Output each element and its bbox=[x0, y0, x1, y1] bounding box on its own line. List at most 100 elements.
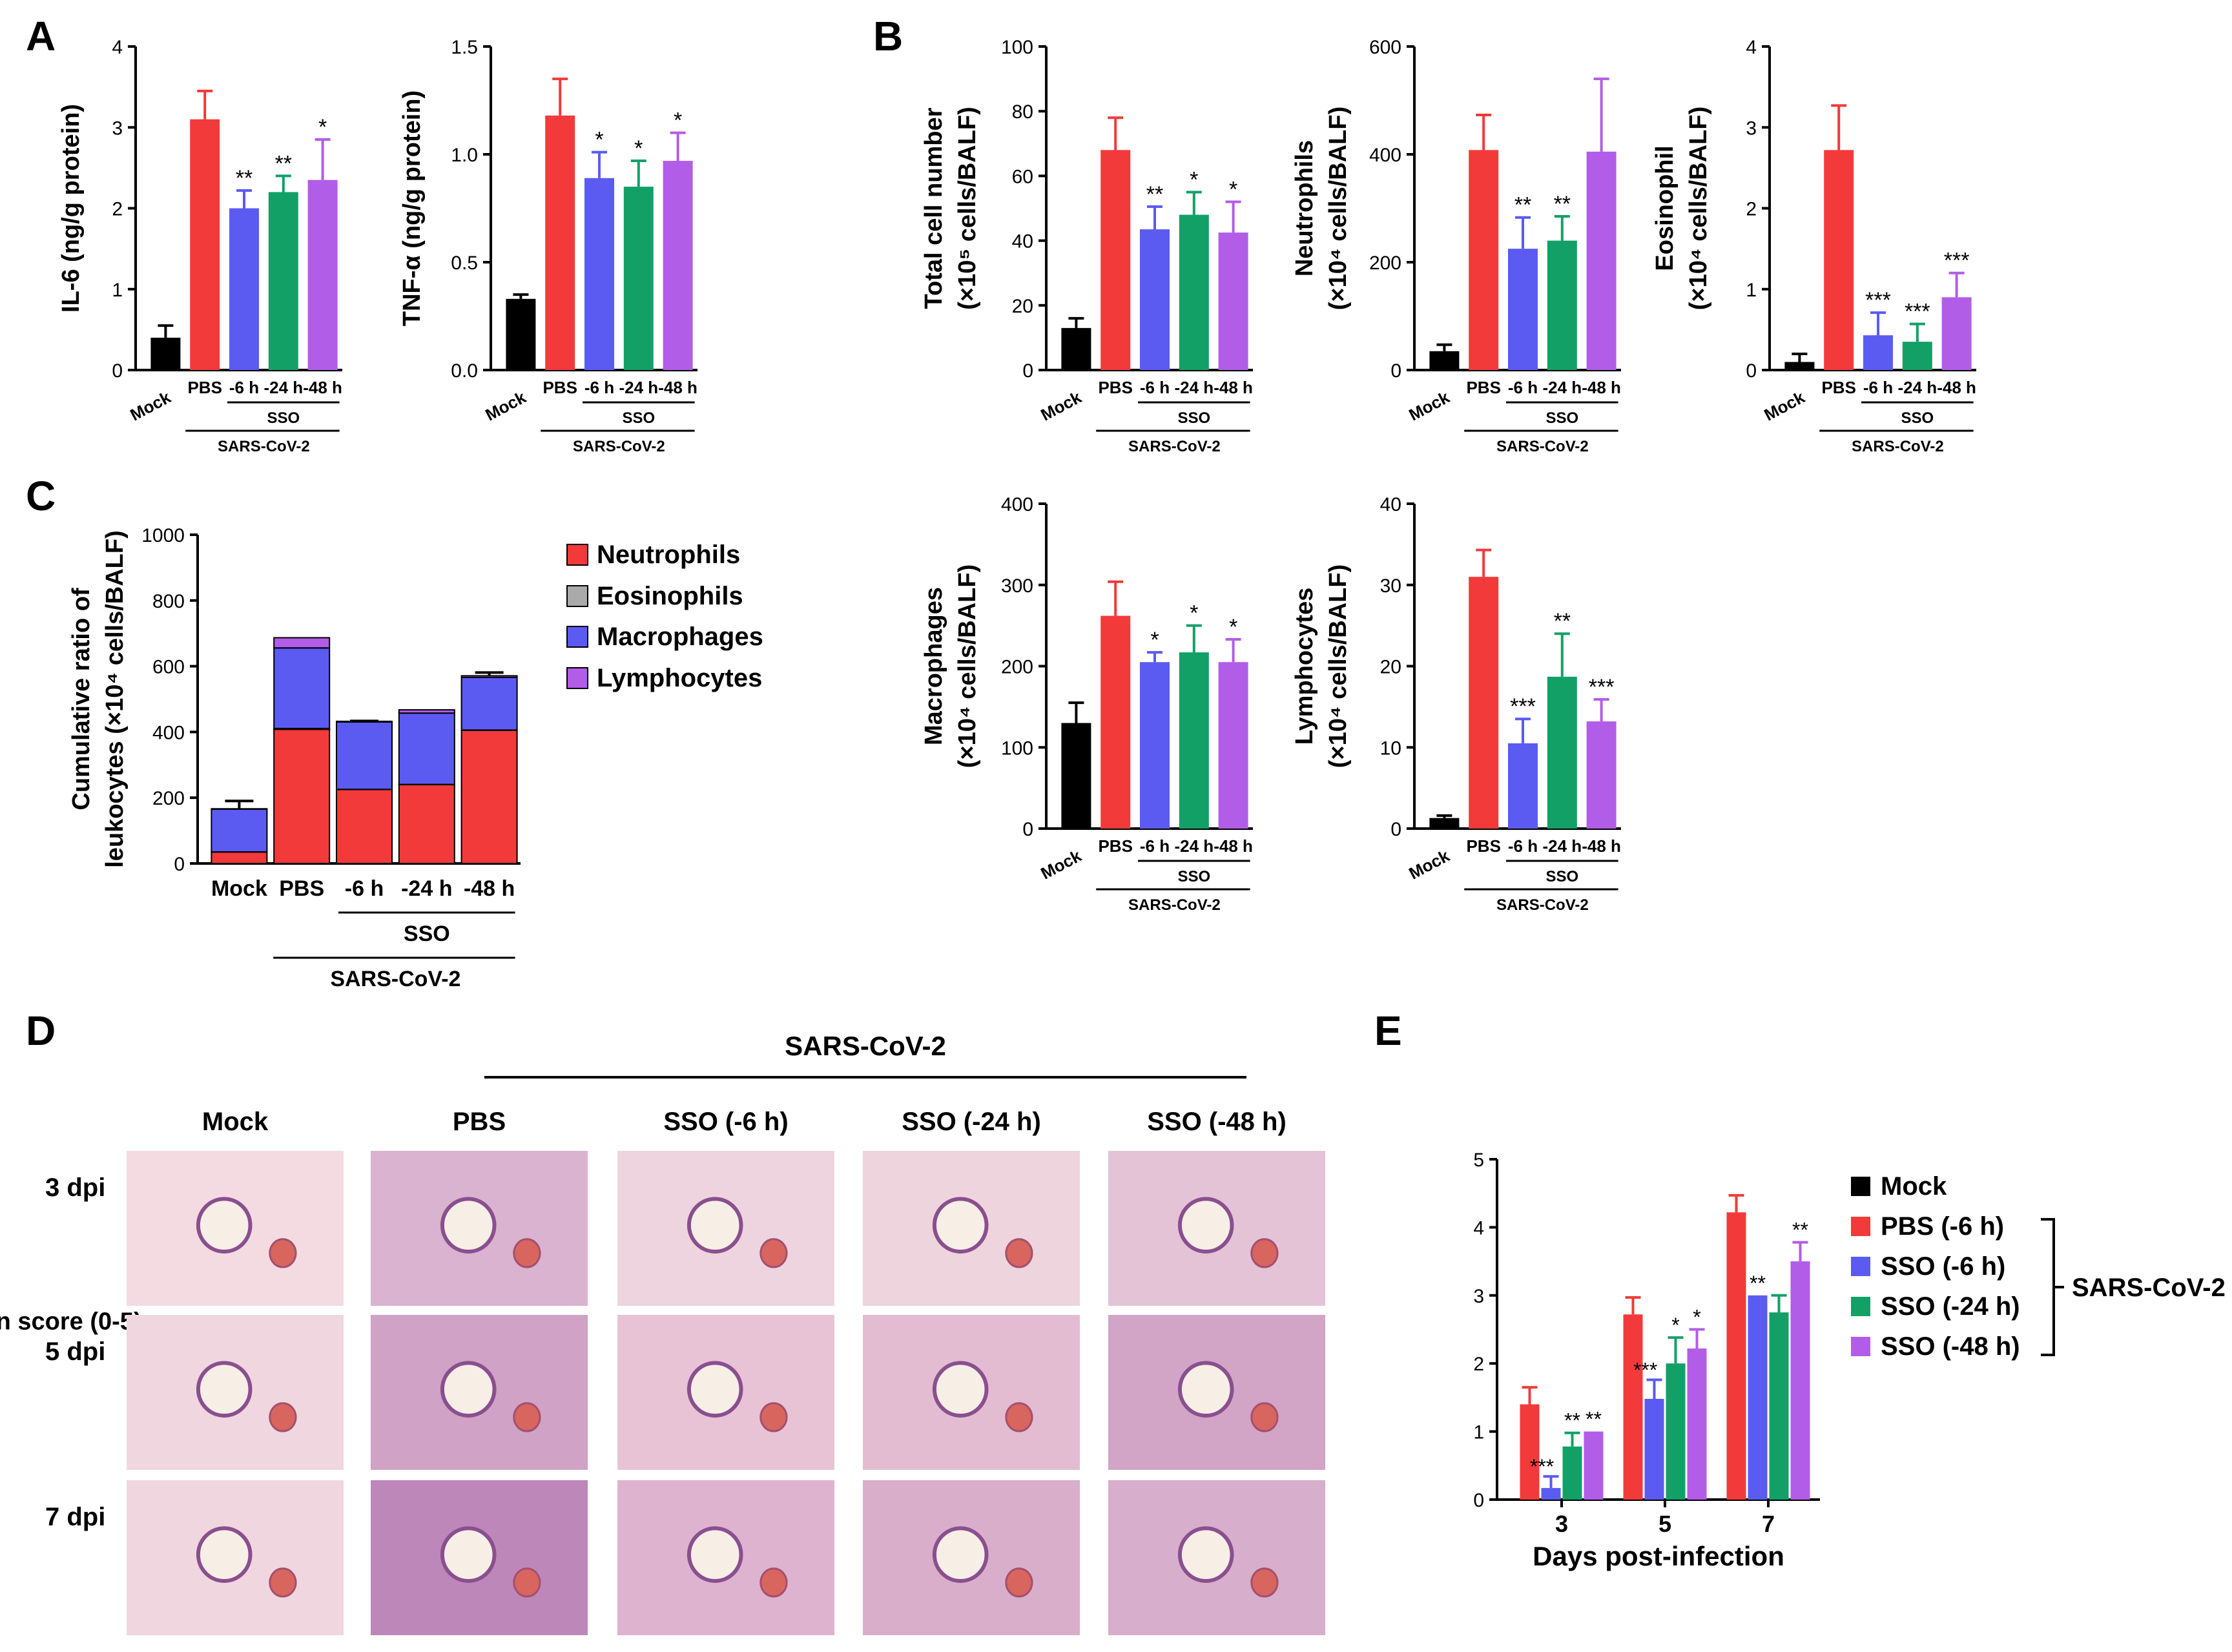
histology-airway-0-3 bbox=[932, 1197, 989, 1254]
score-bar-2-0 bbox=[1726, 1212, 1746, 1500]
score-bar-1-0 bbox=[1623, 1314, 1643, 1500]
cum-segment-lymphocytes bbox=[398, 709, 455, 714]
score-significance-1-3: * bbox=[1693, 1306, 1700, 1329]
neut-bar-3 bbox=[1547, 240, 1577, 370]
mac-ylabel-line2: (×10⁴ cells/BALF) bbox=[954, 564, 981, 769]
lym-bar-1 bbox=[1469, 577, 1499, 829]
lym-virus-label: SARS-CoV-2 bbox=[1496, 896, 1589, 914]
cum-segment-macrophages bbox=[398, 712, 455, 785]
cum-xlabel-2: -6 h bbox=[345, 876, 384, 901]
legend-swatch-lymphocytes bbox=[566, 667, 588, 689]
legend-cumulative: Neutrophils Eosinophils Macrophages Lymp… bbox=[566, 541, 763, 692]
neut-ytick-label: 400 bbox=[1369, 145, 1401, 166]
histology-airway-1-0 bbox=[196, 1361, 253, 1418]
cum-xlabel-0: Mock bbox=[211, 876, 267, 901]
histology-column-label-4: SSO (-48 h) bbox=[1147, 1108, 1286, 1136]
cum-segment-macrophages bbox=[336, 721, 393, 790]
tnf-xlabel-g48: -48 h bbox=[658, 378, 698, 397]
legend-swatch-macrophages bbox=[566, 626, 588, 648]
mac-xlabel-g6: -6 h bbox=[1140, 836, 1170, 856]
tnf-sso-label: SSO bbox=[622, 409, 655, 427]
score-significance-0-3: ** bbox=[1586, 1408, 1602, 1431]
tnf-bar-4 bbox=[663, 161, 693, 370]
lym-xlabel-g24: -24 h bbox=[1542, 836, 1582, 856]
cum-ytick-label: 1000 bbox=[141, 525, 185, 546]
histology-panel: SARS-CoV-2 Mock PBS SSO (-6 h) SSO (-24 h) S… bbox=[45, 1031, 1325, 1635]
legend-swatch-neutrophils bbox=[566, 544, 588, 566]
il6-significance-4: * bbox=[318, 115, 327, 139]
total-xlabel-g48: -48 h bbox=[1214, 378, 1253, 397]
tnf-significance-2: * bbox=[595, 128, 603, 152]
lym-bar-4 bbox=[1586, 721, 1617, 829]
histology-row-label-1: 5 dpi bbox=[45, 1337, 105, 1366]
cum-segment-lymphocytes bbox=[460, 675, 518, 678]
lym-xlabel-mock: Mock bbox=[1405, 846, 1452, 883]
legend-swatch-mock bbox=[1851, 1177, 1870, 1196]
neut-bar-1 bbox=[1469, 150, 1499, 370]
il6-significance-3: ** bbox=[275, 151, 292, 176]
total-significance-3: * bbox=[1190, 167, 1198, 192]
eos-virus-label: SARS-CoV-2 bbox=[1852, 438, 1944, 455]
total-xlabel-g24: -24 h bbox=[1174, 378, 1214, 397]
mac-bar-0 bbox=[1061, 723, 1091, 829]
il6-ylabel: IL-6 (ng/g protein) bbox=[57, 104, 85, 313]
il6-bar-1 bbox=[190, 119, 220, 370]
lym-ytick-label: 0 bbox=[1390, 819, 1401, 840]
histology-vessel-2-0 bbox=[269, 1567, 297, 1598]
cum-sso-label: SSO bbox=[404, 922, 450, 946]
score-significance-1-2: * bbox=[1671, 1314, 1679, 1337]
mac-bar-2 bbox=[1140, 662, 1170, 829]
cum-ytick-label: 0 bbox=[174, 854, 185, 875]
legend-label-pbs: PBS (-6 h) bbox=[1881, 1212, 2004, 1241]
cum-ytick-label: 600 bbox=[152, 657, 185, 678]
score-bar-0-1 bbox=[1541, 1488, 1561, 1500]
tnf-xlabel-g24: -24 h bbox=[619, 378, 658, 397]
total-xlabel-pbs: PBS bbox=[1098, 378, 1132, 397]
eos-bar-3 bbox=[1902, 342, 1932, 370]
mac-significance-3: * bbox=[1190, 601, 1198, 626]
score-ytick-label: 4 bbox=[1473, 1217, 1484, 1239]
histology-vessel-2-2 bbox=[760, 1567, 788, 1598]
il6-xlabel-mock: Mock bbox=[127, 387, 174, 425]
histology-airway-2-4 bbox=[1177, 1526, 1234, 1583]
eos-bar-4 bbox=[1941, 297, 1972, 370]
eos-xlabel-g48: -48 h bbox=[1937, 378, 1976, 397]
lym-sso-label: SSO bbox=[1545, 868, 1578, 885]
histology-vessel-1-1 bbox=[513, 1402, 541, 1432]
score-bar-0-2 bbox=[1562, 1446, 1582, 1500]
histology-columns: Mock PBS SSO (-6 h) SSO (-24 h) SSO (-48 h) bbox=[202, 1108, 1286, 1136]
histology-airway-0-4 bbox=[1177, 1197, 1234, 1254]
score-ytick-label: 2 bbox=[1473, 1354, 1484, 1375]
score-significance-2-3: ** bbox=[1792, 1219, 1808, 1242]
score-bar-1-2 bbox=[1666, 1363, 1686, 1500]
il6-ytick-label: 2 bbox=[112, 199, 123, 220]
panel-label-e: E bbox=[1374, 1007, 1402, 1054]
neut-ytick-label: 200 bbox=[1369, 253, 1401, 274]
il6-significance-2: ** bbox=[236, 166, 253, 191]
legend-bracket bbox=[2041, 1218, 2064, 1356]
neut-xlabel-g48: -48 h bbox=[1582, 378, 1621, 397]
il6-ytick-label: 0 bbox=[112, 360, 123, 382]
lym-significance-3: ** bbox=[1554, 609, 1571, 634]
il6-sso-label: SSO bbox=[267, 409, 300, 427]
histology-row-label-2: 7 dpi bbox=[45, 1503, 105, 1531]
tnf-virus-label: SARS-CoV-2 bbox=[573, 438, 665, 455]
neut-bar-2 bbox=[1508, 249, 1538, 370]
legend-label-sso48: SSO (-48 h) bbox=[1881, 1332, 2020, 1361]
histology-airway-1-1 bbox=[440, 1361, 497, 1418]
histology-airway-0-2 bbox=[687, 1197, 743, 1254]
neut-ytick-label: 600 bbox=[1369, 37, 1401, 58]
panel-label-a: A bbox=[26, 13, 56, 59]
mac-xlabel-g48: -48 h bbox=[1214, 836, 1253, 856]
lym-xlabel-g6: -6 h bbox=[1508, 836, 1538, 856]
total-bar-1 bbox=[1100, 150, 1131, 370]
neut-bar-0 bbox=[1429, 351, 1460, 370]
eos-ylabel-line2: (×10⁴ cells/BALF) bbox=[1685, 107, 1712, 311]
il6-bar-2 bbox=[229, 208, 259, 370]
mac-bar-4 bbox=[1218, 662, 1248, 829]
legend-score: Mock PBS (-6 h) SSO (-6 h) SSO (-24 h) S… bbox=[1851, 1172, 2226, 1361]
il6-xlabel-g6: -6 h bbox=[229, 378, 259, 397]
histology-header: SARS-CoV-2 bbox=[785, 1031, 946, 1061]
histology-airway-0-0 bbox=[196, 1197, 253, 1254]
